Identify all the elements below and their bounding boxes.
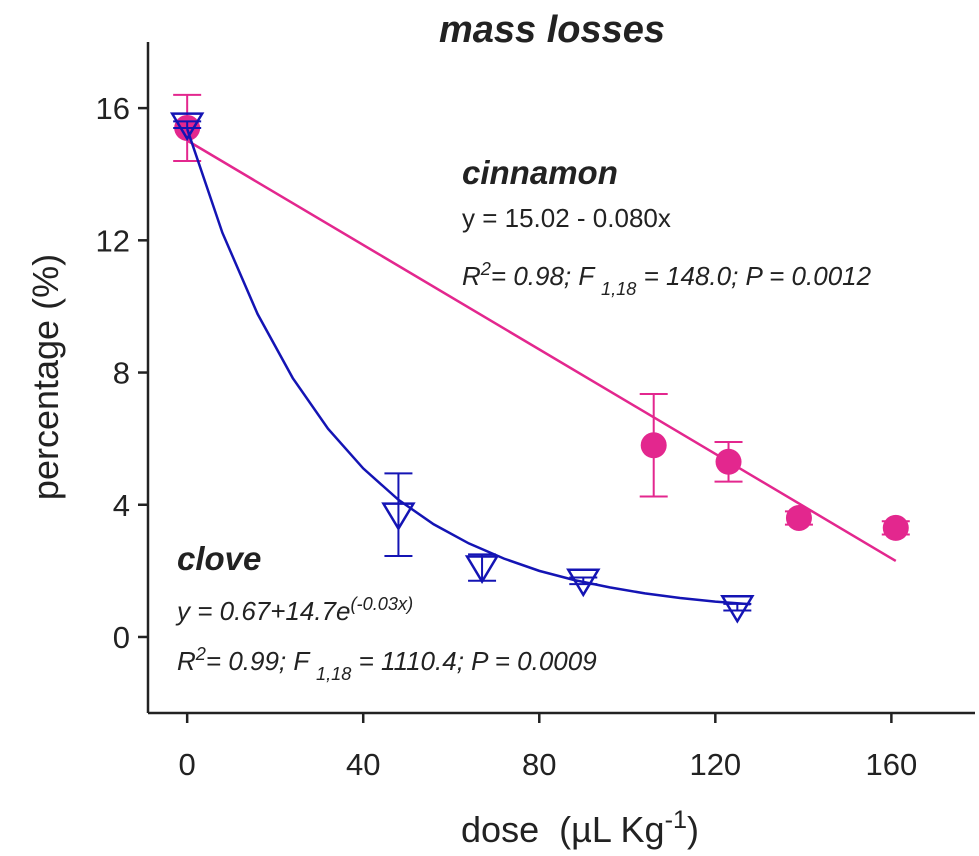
text-part: -1 (665, 806, 687, 834)
annotation: y = 15.02 - 0.080x (462, 203, 671, 233)
point (720, 594, 755, 624)
y-tick-label: 4 (113, 488, 130, 523)
y-tick-label: 12 (96, 223, 130, 258)
point (381, 502, 416, 532)
annotation: R2= 0.98; F 1,18 = 148.0; P = 0.0012 (462, 259, 872, 299)
x-tick-label: 40 (346, 747, 380, 782)
x-tick-label: 120 (689, 747, 741, 782)
x-axis-label: dose (µL Kg-1) (461, 806, 699, 850)
point (464, 555, 500, 584)
point (785, 504, 812, 531)
text-part: y = 15.02 - 0.080x (462, 203, 671, 233)
text-part: 2 (195, 644, 206, 664)
text-part: 2 (480, 259, 491, 279)
point (640, 432, 667, 459)
y-tick-label: 0 (113, 620, 130, 655)
text-part: R (462, 261, 481, 291)
text-part: R (177, 646, 196, 676)
point (882, 514, 909, 541)
fit-line (186, 139, 897, 563)
annotation: R2= 0.99; F 1,18 = 1110.4; P = 0.0009 (177, 644, 597, 684)
text-part: = 148.0; P = 0.0012 (636, 261, 871, 291)
error-bar (384, 472, 413, 557)
x-tick-label: 160 (866, 747, 918, 782)
text-part: = 0.99; F (206, 646, 316, 676)
y-tick-label: 16 (96, 91, 130, 126)
x-tick-label: 0 (179, 747, 196, 782)
text-part: dose (µL Kg (461, 809, 665, 850)
text-part: y = 0.67+14.7e (175, 596, 350, 626)
fit-line (185, 128, 751, 606)
text-part: ) (687, 809, 699, 850)
text-part: = 0.98; F (491, 261, 601, 291)
y-axis-label: percentage (%) (25, 254, 66, 500)
annotation: y = 0.67+14.7e(-0.03x) (175, 594, 413, 626)
text-part: 1,18 (601, 279, 637, 299)
text-part: = 1110.4; P = 0.0009 (351, 646, 596, 676)
text-part: (-0.03x) (350, 594, 413, 614)
text-part: 1,18 (316, 664, 352, 684)
chart-title: mass losses (439, 9, 665, 51)
x-tick-label: 80 (522, 747, 556, 782)
point (169, 112, 205, 142)
series-label: clove (177, 540, 261, 577)
series-label: cinnamon (462, 154, 618, 191)
point (566, 568, 601, 598)
point (715, 448, 742, 475)
y-tick-label: 8 (113, 356, 130, 391)
